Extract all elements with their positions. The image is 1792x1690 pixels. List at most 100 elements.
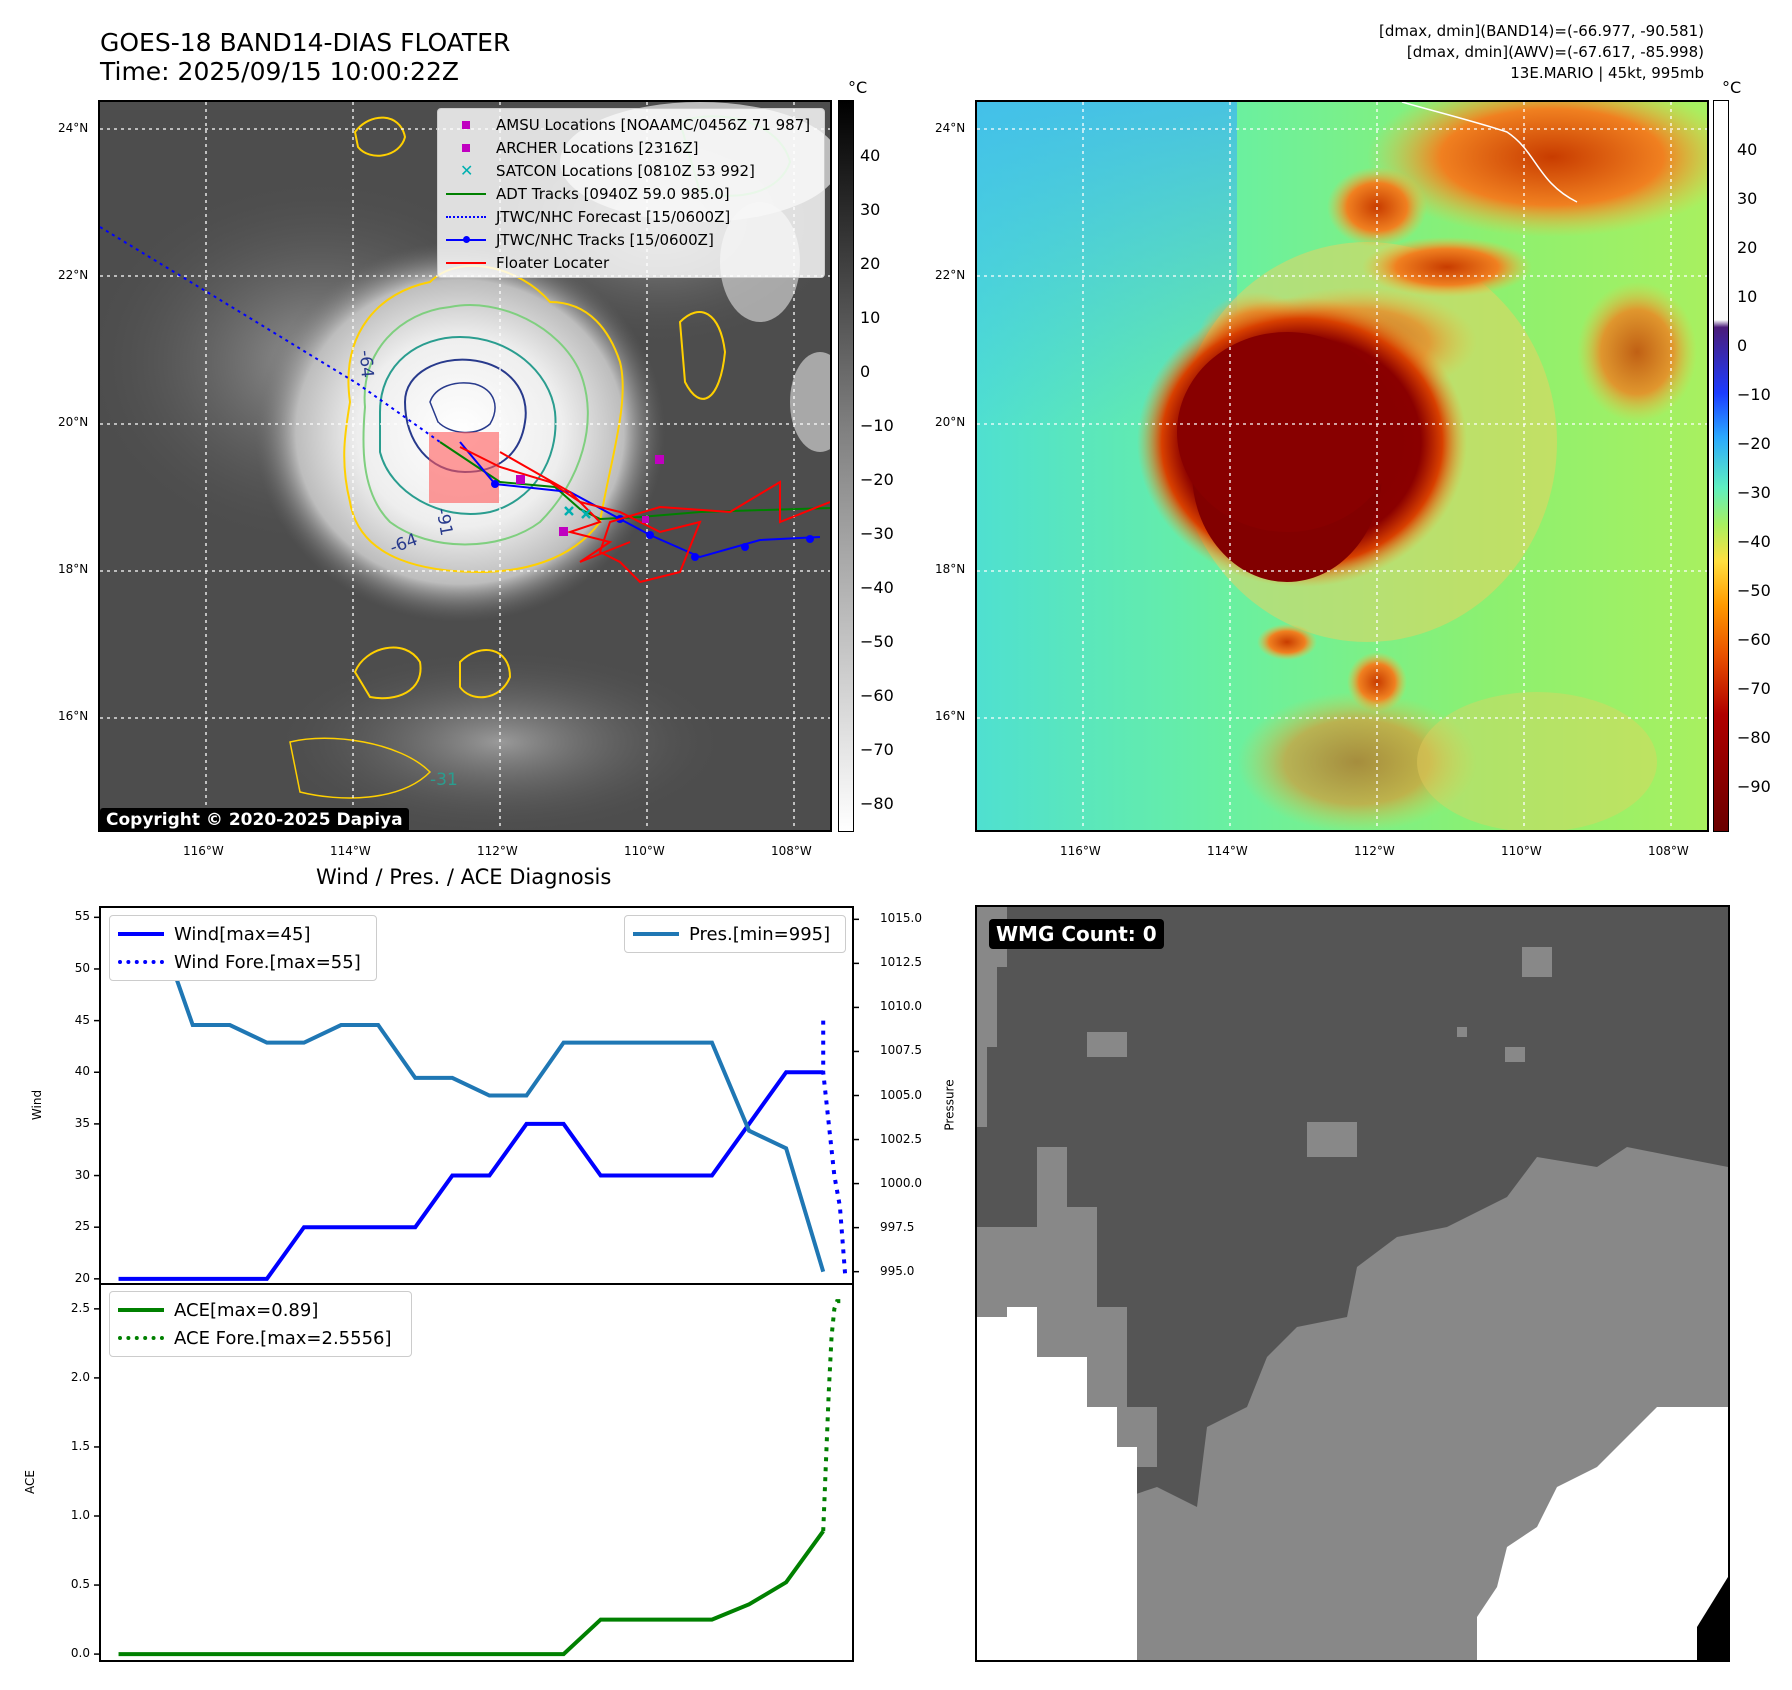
legend-wind: Wind[max=45] [118, 920, 368, 948]
legend-marker-archer [446, 141, 486, 155]
pressure-tick: 997.5 [880, 1219, 915, 1234]
legend-line-wind [118, 932, 164, 936]
awv-colorbar-tick: 0 [1737, 336, 1748, 355]
legend-wind-forecast: Wind Fore.[max=55] [118, 948, 368, 976]
wmg-image [977, 907, 1728, 1660]
ace-axis-label: ACE [22, 1470, 37, 1494]
legend-line-ace [118, 1308, 164, 1312]
awv-satellite-panel [975, 100, 1709, 832]
awv-colorbar-tick: −60 [1737, 630, 1771, 649]
awv-lat-label: 24°N [935, 121, 966, 135]
legend-marker-floater [446, 256, 486, 270]
chart-title: GOES-18 BAND14-DIAS FLOATER [100, 28, 511, 57]
ir-lat-label: 16°N [58, 709, 89, 723]
legend-archer: ARCHER Locations [2316Z] [446, 136, 816, 159]
awv-colorbar-unit: °C [1722, 78, 1742, 97]
pressure-tick: 1015.0 [880, 911, 922, 926]
ir-colorbar-tick: −80 [860, 794, 894, 813]
legend-line-pressure [633, 932, 679, 936]
wind-tick: 20 [74, 1270, 90, 1285]
ir-colorbar-tick: −60 [860, 686, 894, 705]
awv-lat-label: 22°N [935, 268, 966, 282]
ace-tick: 1.5 [70, 1438, 90, 1453]
pressure-tick: 1007.5 [880, 1043, 922, 1058]
wmg-count-badge: WMG Count: 0 [989, 919, 1164, 949]
legend-marker-adt [446, 187, 486, 201]
ace-legend: ACE[max=0.89] ACE Fore.[max=2.5556] [109, 1291, 412, 1357]
ir-colorbar-tick: 30 [860, 200, 881, 219]
legend-amsu: AMSU Locations [NOAAMC/0456Z 71 987] [446, 113, 816, 136]
pressure-tick: 1000.0 [880, 1175, 922, 1190]
awv-lon-label: 116°W [1060, 844, 1101, 858]
wind-tick: 45 [74, 1012, 90, 1027]
ir-satellite-panel: -64 -64 -91 -31 AMSU Locations [NOAAMC/0… [98, 100, 832, 832]
ace-line [118, 1530, 825, 1657]
wind-tick: 30 [74, 1167, 90, 1182]
wind-legend: Wind[max=45] Wind Fore.[max=55] [109, 915, 377, 981]
ace-tick: 2.5 [70, 1300, 90, 1315]
pressure-legend: Pres.[min=995] [624, 915, 846, 953]
ace-plot-frame [99, 1283, 854, 1662]
pressure-tick: 1005.0 [880, 1087, 922, 1102]
legend-ace: ACE[max=0.89] [118, 1296, 403, 1324]
legend-line-wind-forecast [118, 960, 164, 964]
legend-satcon: ✕ SATCON Locations [0810Z 53 992] [446, 159, 816, 182]
legend-tracks: JTWC/NHC Tracks [15/0600Z] [446, 228, 816, 251]
ir-colorbar-tick: −10 [860, 416, 894, 435]
ir-colorbar-tick: −70 [860, 740, 894, 759]
ace-tick: 0.5 [70, 1577, 90, 1592]
awv-colorbar-tick: −90 [1737, 777, 1771, 796]
ir-colorbar-tick: −30 [860, 524, 894, 543]
awv-lon-label: 112°W [1354, 844, 1395, 858]
awv-colorbar-tick: −80 [1737, 728, 1771, 747]
legend-forecast: JTWC/NHC Forecast [15/0600Z] [446, 205, 816, 228]
awv-colorbar [1713, 100, 1729, 832]
legend-marker-tracks [446, 233, 486, 247]
ir-lat-label: 18°N [58, 562, 89, 576]
ir-lon-label: 108°W [771, 844, 812, 858]
awv-lat-label: 16°N [935, 709, 966, 723]
awv-colorbar-tick: −30 [1737, 483, 1771, 502]
ir-colorbar-tick: −20 [860, 470, 894, 489]
ir-legend: AMSU Locations [NOAAMC/0456Z 71 987] ARC… [437, 108, 825, 278]
legend-marker-amsu [446, 118, 486, 132]
ir-lon-label: 116°W [183, 844, 224, 858]
pressure-tick: 1012.5 [880, 955, 922, 970]
ir-lat-label: 24°N [58, 121, 89, 135]
ir-colorbar-tick: −50 [860, 632, 894, 651]
ace-plot [118, 1299, 846, 1657]
ace-forecast-line [821, 1299, 846, 1532]
wind-tick: 50 [74, 960, 90, 975]
pressure-tick: 1010.0 [880, 999, 922, 1014]
wind-axis-label: Wind [30, 1089, 45, 1121]
awv-colorbar-tick: 30 [1737, 189, 1758, 208]
wind-line [118, 1070, 824, 1281]
dmax-awv: [dmax, dmin](AWV)=(-67.617, -85.998) [1406, 43, 1704, 61]
legend-ace-forecast: ACE Fore.[max=2.5556] [118, 1324, 403, 1352]
ir-colorbar-unit: °C [848, 78, 868, 97]
wind-tick: 35 [74, 1115, 90, 1130]
ace-tick: 2.0 [70, 1369, 90, 1384]
wind-tick: 40 [74, 1064, 90, 1079]
pressure-axis-label: Pressure [942, 1079, 957, 1131]
ir-lat-label: 22°N [58, 268, 89, 282]
chart-time: Time: 2025/09/15 10:00:22Z [100, 57, 459, 86]
wmg-panel: WMG Count: 0 [975, 905, 1730, 1662]
awv-colorbar-tick: −20 [1737, 434, 1771, 453]
wind-tick: 25 [74, 1219, 90, 1234]
ir-lat-label: 20°N [58, 415, 89, 429]
legend-floater: Floater Locater [446, 251, 816, 274]
diagnosis-title: Wind / Pres. / ACE Diagnosis [316, 865, 612, 889]
awv-colorbar-tick: 20 [1737, 238, 1758, 257]
ir-colorbar-tick: −40 [860, 578, 894, 597]
ir-lon-label: 110°W [624, 844, 665, 858]
legend-line-ace-forecast [118, 1336, 164, 1340]
ir-lon-label: 112°W [477, 844, 518, 858]
ace-tick: 0.0 [70, 1646, 90, 1661]
awv-colorbar-tick: −50 [1737, 581, 1771, 600]
awv-lat-label: 20°N [935, 415, 966, 429]
pressure-tick: 995.0 [880, 1263, 915, 1278]
pressure-line [118, 917, 826, 1273]
copyright-badge: Copyright © 2020-2025 Dapiya [100, 808, 409, 830]
